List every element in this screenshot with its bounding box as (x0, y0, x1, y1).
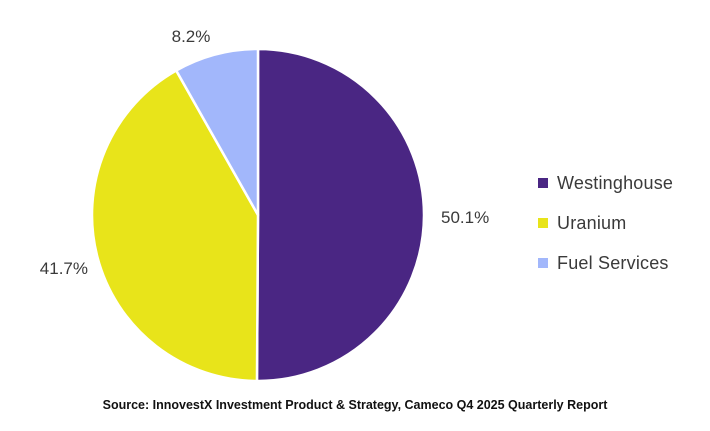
legend-label-westinghouse: Westinghouse (557, 172, 674, 193)
source-note: Source: InnovestX Investment Product & S… (102, 398, 608, 412)
legend: Westinghouse Uranium Fuel Services (538, 163, 673, 283)
pie-slice-fuel-services (174, 47, 260, 217)
data-label-fuel-services: 8.2% (172, 27, 211, 46)
legend-swatch-westinghouse (538, 178, 548, 188)
data-label-westinghouse: 50.1% (441, 208, 489, 227)
legend-swatch-uranium (538, 218, 548, 228)
pie-slice-westinghouse (255, 47, 426, 383)
data-label-uranium: 41.7% (40, 259, 88, 278)
legend-item-uranium: Uranium (538, 203, 673, 243)
pie-slice-uranium (90, 69, 260, 383)
legend-item-westinghouse: Westinghouse (538, 163, 673, 203)
legend-label-uranium: Uranium (557, 212, 627, 233)
legend-item-fuel-services: Fuel Services (538, 243, 673, 283)
legend-swatch-fuel-services (538, 258, 548, 268)
legend-label-fuel-services: Fuel Services (557, 252, 669, 273)
